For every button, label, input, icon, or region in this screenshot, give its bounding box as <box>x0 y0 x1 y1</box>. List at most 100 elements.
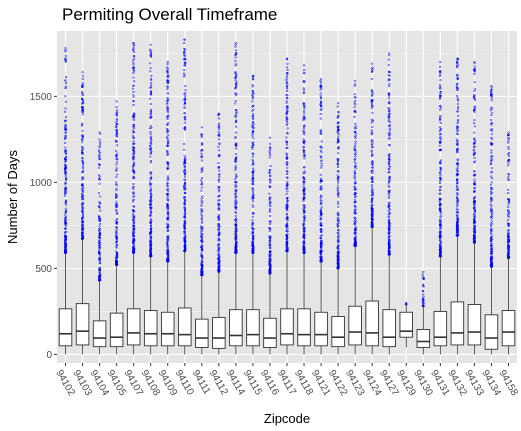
outlier-point <box>149 240 152 243</box>
outlier-point <box>456 221 459 224</box>
outlier-point <box>371 154 374 157</box>
outlier-point <box>167 216 170 219</box>
outlier-point <box>490 151 493 154</box>
box-iqr <box>467 304 482 346</box>
outlier-point <box>115 168 118 171</box>
outlier-point <box>455 73 459 77</box>
outlier-point <box>286 236 289 239</box>
box-iqr <box>501 310 516 347</box>
outlier-point <box>252 183 255 186</box>
outlier-point <box>115 119 118 122</box>
outlier-point <box>506 153 510 156</box>
outlier-point <box>132 140 135 143</box>
outlier-point <box>473 187 476 190</box>
outlier-point <box>319 88 322 91</box>
outlier-point <box>115 209 118 212</box>
outlier-point <box>166 175 169 178</box>
outlier-point <box>490 123 493 126</box>
outlier-point <box>439 188 442 191</box>
outlier-point <box>269 263 272 266</box>
outlier-point <box>319 146 322 149</box>
outlier-point <box>200 133 203 136</box>
outlier-point <box>251 97 254 100</box>
outlier-point <box>183 209 187 212</box>
outlier-point <box>456 182 459 185</box>
outlier-point <box>65 230 68 233</box>
outlier-point <box>456 122 459 125</box>
outlier-point <box>286 187 289 190</box>
outlier-point <box>99 195 102 198</box>
outlier-point <box>387 74 390 77</box>
outlier-point <box>81 148 84 151</box>
outlier-point <box>319 208 322 211</box>
outlier-point <box>489 210 492 213</box>
outlier-point <box>472 200 476 203</box>
outlier-point <box>201 220 204 223</box>
outlier-point <box>268 210 271 213</box>
outlier-point <box>438 148 442 151</box>
outlier-point <box>200 159 203 162</box>
outlier-point <box>438 192 441 195</box>
outlier-point <box>319 112 322 116</box>
outlier-point <box>354 206 357 209</box>
outlier-point <box>490 99 493 102</box>
outlier-point <box>337 192 340 195</box>
outlier-point <box>251 134 254 137</box>
outlier-point <box>149 55 153 58</box>
outlier-point <box>438 248 441 252</box>
outlier-point <box>166 102 169 105</box>
outlier-point <box>234 186 237 189</box>
outlier-point <box>473 156 476 159</box>
outlier-point <box>388 85 391 88</box>
outlier-point <box>268 156 271 159</box>
outlier-point <box>115 131 119 134</box>
outlier-point <box>149 151 153 155</box>
outlier-point <box>64 50 67 53</box>
outlier-point <box>132 153 135 157</box>
outlier-point <box>64 130 67 133</box>
outlier-point <box>268 168 271 172</box>
outlier-point <box>456 102 459 106</box>
outlier-point <box>149 173 152 176</box>
outlier-point <box>234 248 237 252</box>
outlier-point <box>286 94 289 97</box>
outlier-point <box>370 176 373 179</box>
outlier-point <box>388 246 391 249</box>
outlier-point <box>218 234 221 237</box>
outlier-point <box>353 158 357 161</box>
outlier-point <box>217 223 221 226</box>
outlier-point <box>371 153 374 156</box>
outlier-point <box>285 212 288 215</box>
outlier-point <box>166 162 169 165</box>
outlier-point <box>81 101 85 104</box>
outlier-point <box>81 113 84 116</box>
outlier-point <box>490 263 493 266</box>
outlier-point <box>64 239 67 242</box>
outlier-point <box>217 230 221 233</box>
outlier-point <box>353 173 356 176</box>
outlier-point <box>507 254 510 257</box>
outlier-point <box>234 203 237 207</box>
outlier-point <box>387 92 390 95</box>
outlier-point <box>167 122 170 125</box>
outlier-point <box>64 86 67 90</box>
outlier-point <box>285 161 288 164</box>
outlier-point <box>65 149 68 152</box>
outlier-point <box>490 133 493 136</box>
outlier-point <box>115 194 118 197</box>
outlier-point <box>200 252 203 255</box>
outlier-point <box>506 240 509 243</box>
outlier-point <box>439 169 442 172</box>
outlier-point <box>388 180 391 183</box>
outlier-point <box>302 148 305 152</box>
outlier-point <box>217 180 220 183</box>
outlier-point <box>353 185 356 188</box>
outlier-point <box>456 217 459 220</box>
outlier-point <box>234 115 237 119</box>
outlier-point <box>217 225 220 228</box>
outlier-point <box>439 166 442 169</box>
outlier-point <box>166 150 169 153</box>
outlier-point <box>439 185 442 189</box>
outlier-point <box>64 223 67 226</box>
outlier-point <box>133 112 136 115</box>
